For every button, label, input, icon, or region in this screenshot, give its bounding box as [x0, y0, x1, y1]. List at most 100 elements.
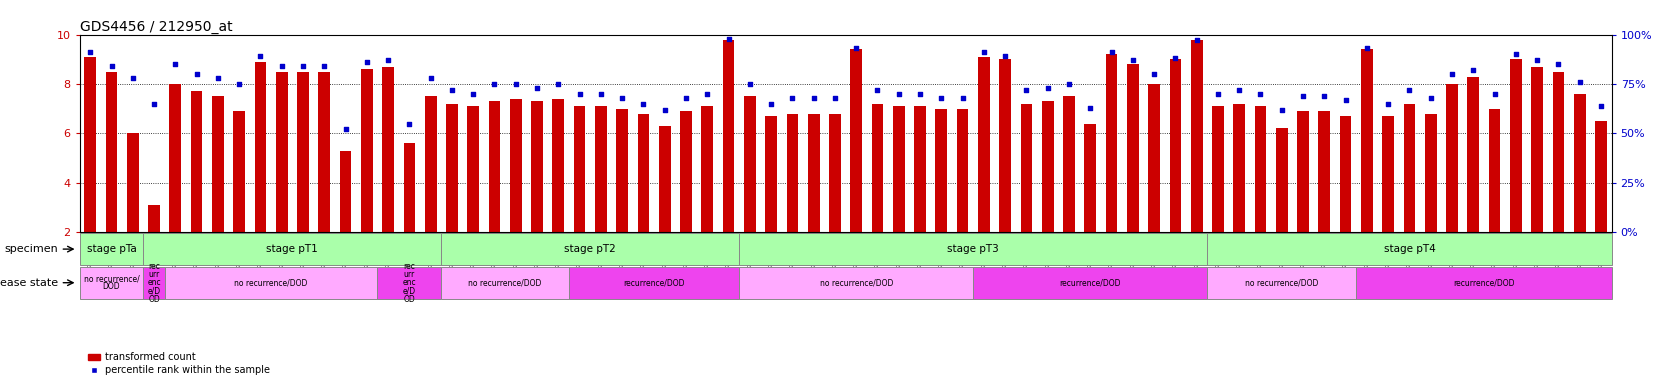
Bar	[441, 233, 739, 265]
Point	[1417, 95, 1443, 101]
Bar	[1488, 109, 1500, 232]
Bar	[807, 114, 819, 232]
Point	[673, 95, 699, 101]
Bar	[255, 62, 267, 232]
Bar	[80, 233, 143, 265]
Bar	[1127, 64, 1138, 232]
Point	[885, 91, 911, 97]
Bar	[1021, 104, 1032, 232]
Point	[1140, 71, 1167, 77]
Text: recurrence/DOD: recurrence/DOD	[623, 278, 684, 287]
Bar	[1355, 266, 1611, 299]
Point	[863, 87, 890, 93]
Text: no recurrence/DOD: no recurrence/DOD	[469, 278, 542, 287]
Point	[1077, 105, 1104, 111]
Text: stage pT2: stage pT2	[563, 244, 616, 254]
Bar	[164, 266, 378, 299]
Bar	[658, 126, 669, 232]
Point	[1034, 85, 1060, 91]
Text: no recurrence/DOD: no recurrence/DOD	[819, 278, 893, 287]
Bar	[1572, 94, 1584, 232]
Point	[1566, 79, 1592, 85]
Point	[312, 63, 338, 69]
Bar	[1206, 266, 1355, 299]
Bar	[128, 133, 139, 232]
Point	[290, 63, 316, 69]
Point	[1501, 51, 1528, 57]
Point	[694, 91, 721, 97]
Point	[1438, 71, 1465, 77]
Point	[459, 91, 486, 97]
Bar	[872, 104, 883, 232]
Bar	[595, 106, 606, 232]
Bar	[744, 96, 756, 232]
Text: specimen: specimen	[5, 244, 58, 254]
Bar	[383, 67, 394, 232]
Point	[439, 87, 466, 93]
Text: GDS4456 / 212950_at: GDS4456 / 212950_at	[80, 20, 232, 33]
Bar	[1551, 72, 1563, 232]
Bar	[1317, 111, 1329, 232]
Point	[1395, 87, 1422, 93]
Point	[76, 49, 103, 55]
Text: recurrence/DOD: recurrence/DOD	[1059, 278, 1120, 287]
Bar	[1339, 116, 1350, 232]
Point	[991, 53, 1017, 60]
Bar	[297, 72, 308, 232]
Point	[969, 49, 996, 55]
Point	[906, 91, 933, 97]
Bar	[1084, 124, 1095, 232]
Text: no recurrence/DOD: no recurrence/DOD	[1244, 278, 1317, 287]
Point	[545, 81, 572, 87]
Bar	[340, 151, 351, 232]
Point	[374, 57, 401, 63]
Point	[1162, 55, 1188, 61]
Bar	[701, 106, 713, 232]
Point	[353, 59, 379, 65]
Bar	[1445, 84, 1457, 232]
Point	[1289, 93, 1316, 99]
Bar	[143, 266, 164, 299]
Bar	[1105, 54, 1117, 232]
Point	[418, 75, 444, 81]
Text: stage pT4: stage pT4	[1382, 244, 1435, 254]
Bar	[489, 101, 500, 232]
Point	[1544, 61, 1571, 67]
Point	[204, 75, 230, 81]
Bar	[1360, 50, 1372, 232]
Bar	[766, 116, 777, 232]
Point	[608, 95, 635, 101]
Point	[779, 95, 805, 101]
Bar	[530, 101, 542, 232]
Bar	[978, 57, 989, 232]
Point	[98, 63, 124, 69]
Point	[524, 85, 550, 91]
Point	[1118, 57, 1145, 63]
Text: no recurrence/
DOD: no recurrence/ DOD	[83, 274, 139, 291]
Point	[1523, 57, 1549, 63]
Bar	[85, 57, 96, 232]
Point	[1056, 81, 1082, 87]
Bar	[568, 266, 739, 299]
Bar	[467, 106, 479, 232]
Bar	[1211, 106, 1223, 232]
Bar	[212, 96, 224, 232]
Bar	[956, 109, 968, 232]
Bar	[893, 106, 905, 232]
Point	[567, 91, 593, 97]
Point	[1205, 91, 1231, 97]
Bar	[850, 50, 862, 232]
Point	[396, 121, 423, 127]
Bar	[106, 72, 118, 232]
Bar	[275, 72, 287, 232]
Text: disease state: disease state	[0, 278, 58, 288]
Point	[1311, 93, 1337, 99]
Bar	[1190, 40, 1201, 232]
Point	[502, 81, 529, 87]
Text: stage pT3: stage pT3	[946, 244, 999, 254]
Bar	[1254, 106, 1266, 232]
Text: rec
urr
enc
e/D
OD: rec urr enc e/D OD	[147, 262, 161, 304]
Bar	[552, 99, 563, 232]
Point	[587, 91, 613, 97]
Text: stage pT1: stage pT1	[267, 244, 318, 254]
